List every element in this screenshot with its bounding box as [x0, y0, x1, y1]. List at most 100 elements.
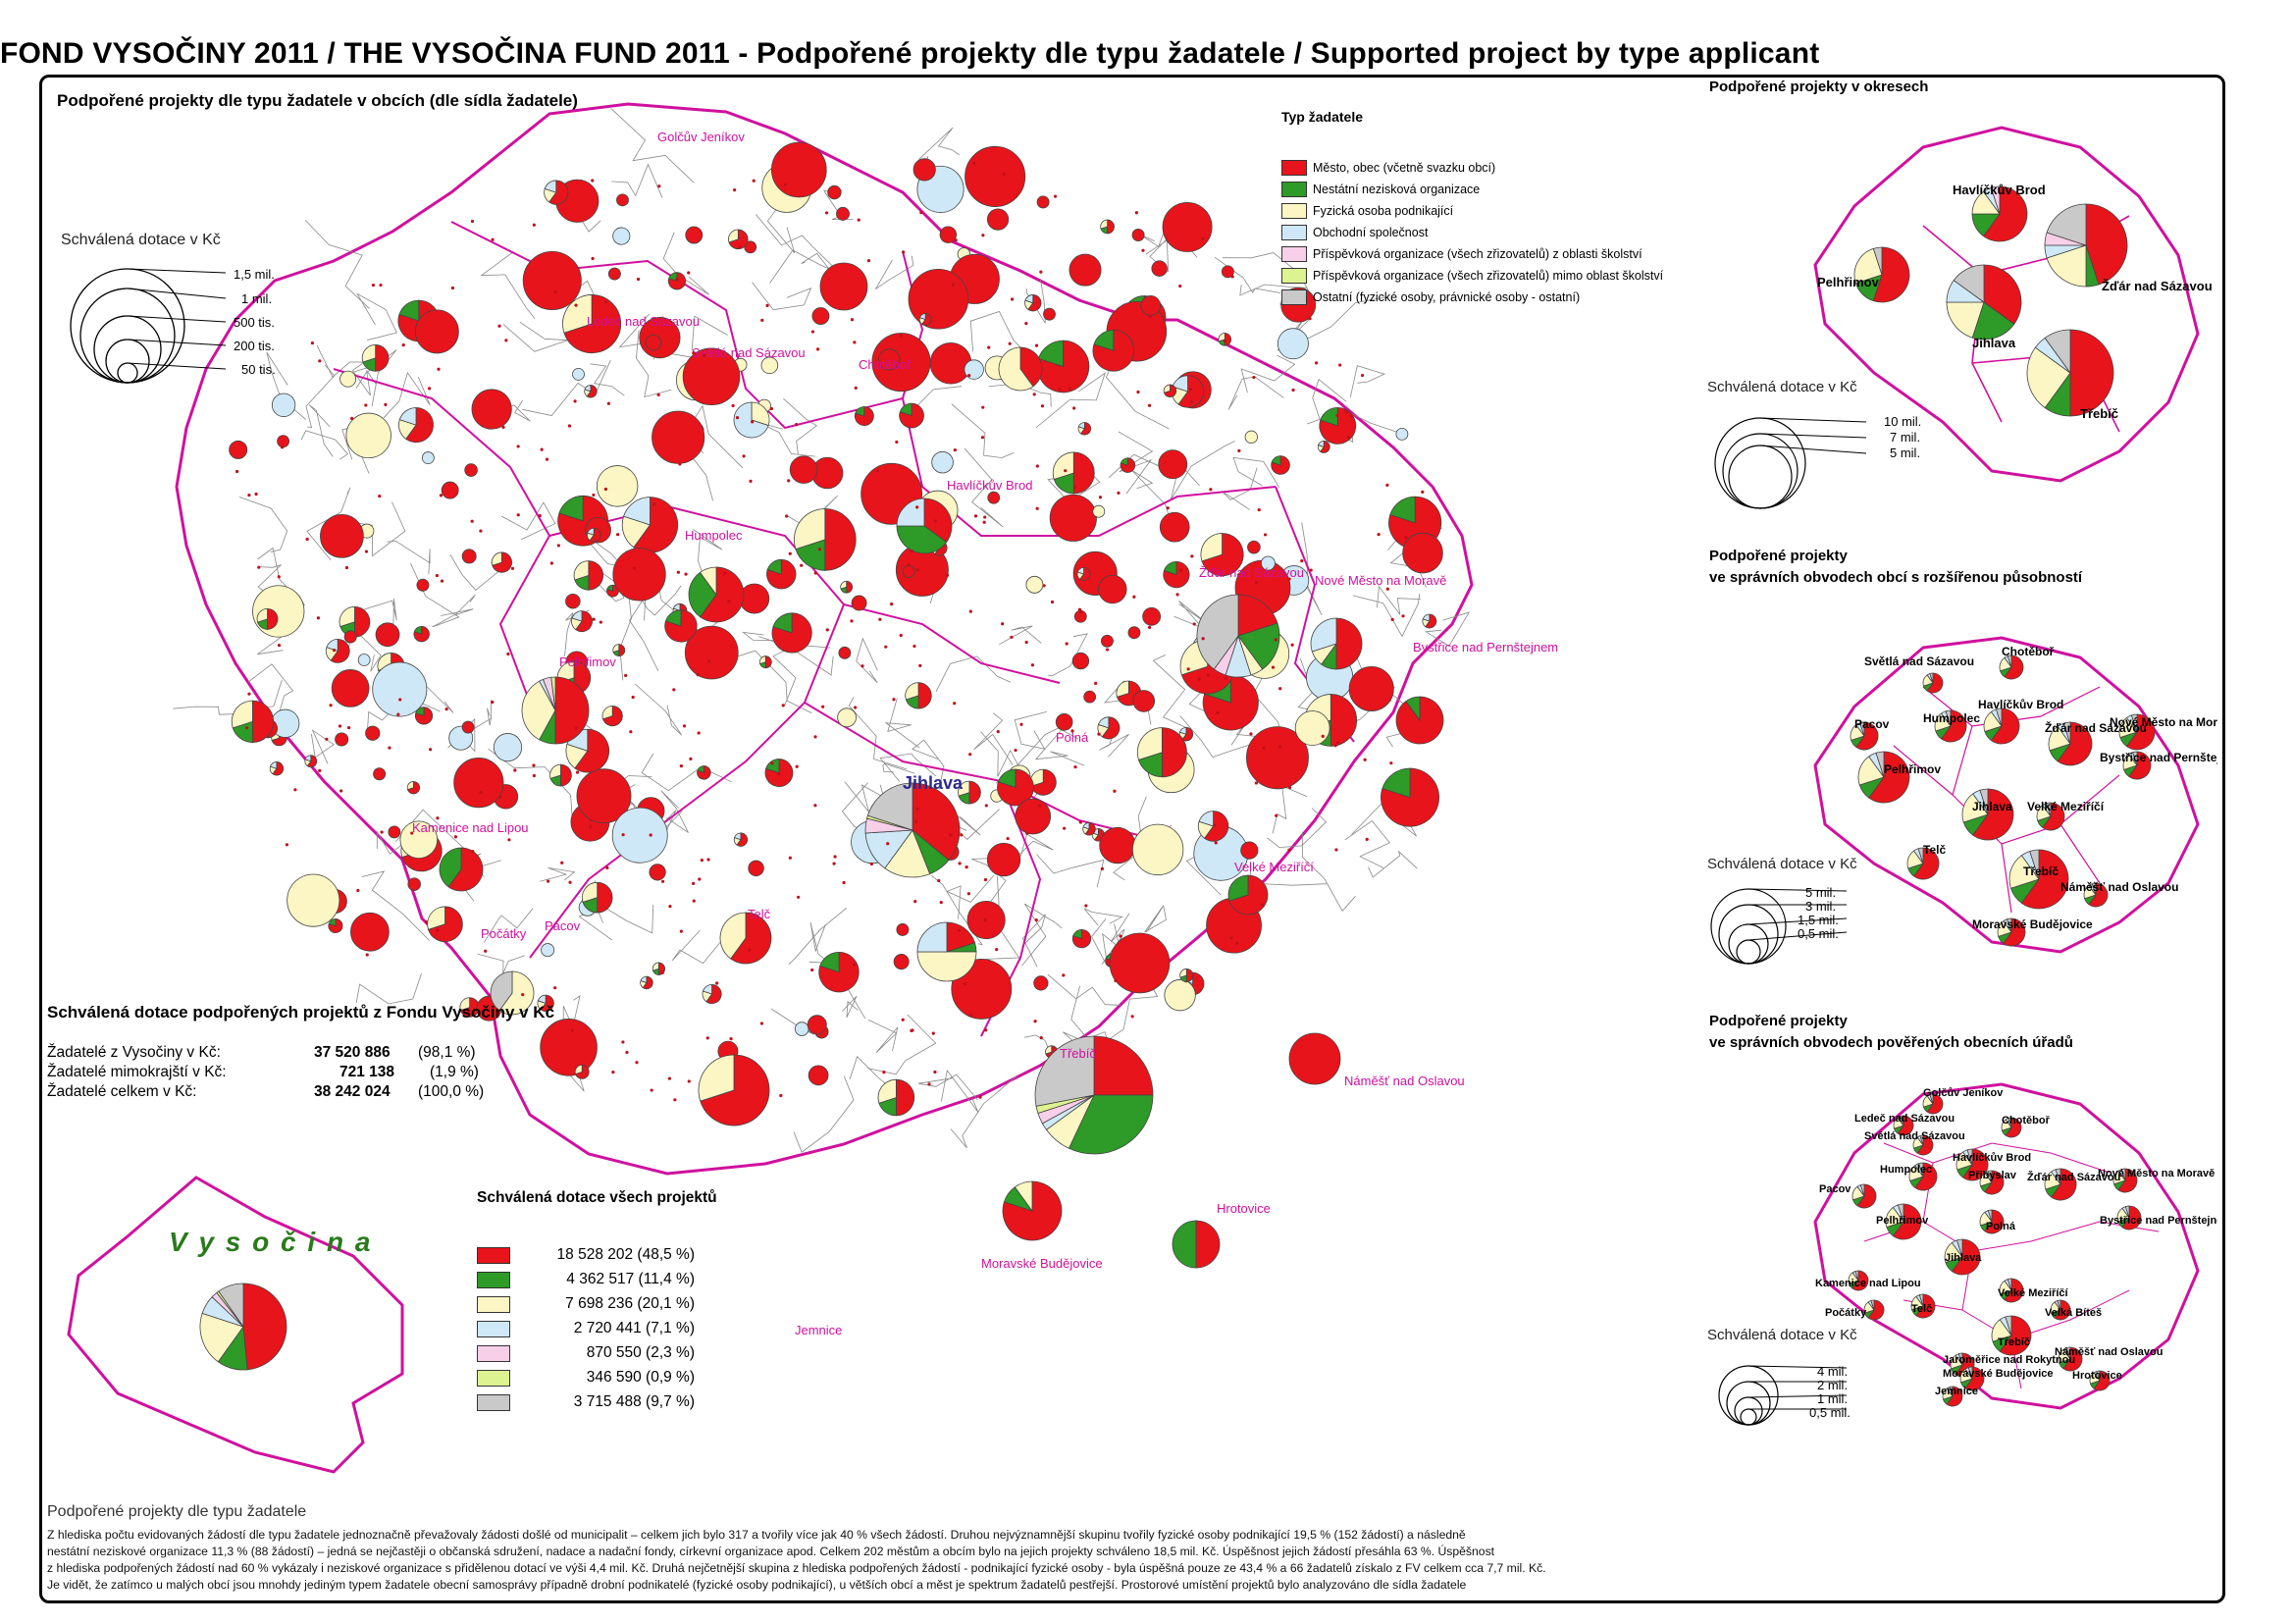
- orp-map[interactable]: Chotěboř Světlá nad Sázavou HumpolecHavlíč…: [1805, 628, 2217, 962]
- municipality-pie[interactable]: [1092, 330, 1135, 372]
- orp-pie[interactable]: [2036, 802, 2065, 831]
- municipality-pie[interactable]: [1099, 826, 1136, 864]
- municipality-pie[interactable]: [1348, 665, 1394, 711]
- municipality-pie[interactable]: [606, 584, 619, 598]
- municipality-pie[interactable]: [413, 625, 430, 643]
- municipality-pie[interactable]: [1036, 195, 1050, 209]
- municipality-pie[interactable]: [453, 758, 504, 809]
- municipality-pie[interactable]: [582, 881, 613, 914]
- orp-pie[interactable]: [1997, 917, 2026, 947]
- mor-budejovice-pie[interactable]: [1002, 1180, 1063, 1241]
- municipality-pie[interactable]: [565, 593, 581, 609]
- municipality-pie[interactable]: [1240, 841, 1259, 860]
- municipality-pie[interactable]: [893, 954, 910, 970]
- municipality-pie[interactable]: [1317, 441, 1330, 453]
- municipality-pie[interactable]: [1277, 328, 1309, 360]
- municipality-pie[interactable]: [837, 707, 857, 728]
- municipality-pie[interactable]: [986, 842, 1021, 877]
- district-pie[interactable]: [1971, 185, 2028, 242]
- municipality-pie[interactable]: [540, 1019, 598, 1076]
- municipality-pie[interactable]: [493, 733, 523, 762]
- municipality-pie[interactable]: [808, 1065, 829, 1086]
- municipality-pie[interactable]: [1131, 823, 1184, 876]
- havlickuv-brod-pie[interactable]: [896, 498, 953, 554]
- pou-pie[interactable]: [2116, 1205, 2142, 1231]
- orp-pie[interactable]: [1983, 707, 2020, 745]
- municipality-pie[interactable]: [229, 440, 248, 459]
- municipality-pie[interactable]: [343, 630, 357, 644]
- municipality-pie[interactable]: [586, 527, 601, 543]
- municipality-pie[interactable]: [544, 180, 569, 205]
- municipality-pie[interactable]: [1142, 606, 1162, 626]
- municipality-pie[interactable]: [601, 706, 623, 727]
- municipality-pie[interactable]: [565, 728, 610, 773]
- municipality-pie[interactable]: [1163, 384, 1177, 398]
- municipality-pie[interactable]: [357, 654, 371, 666]
- municipality-pie[interactable]: [1025, 575, 1044, 594]
- municipality-pie[interactable]: [1077, 422, 1092, 436]
- municipality-pie[interactable]: [407, 877, 421, 891]
- municipality-pie[interactable]: [271, 393, 296, 417]
- municipality-pie[interactable]: [1171, 375, 1205, 408]
- municipality-pie[interactable]: [877, 1078, 914, 1117]
- municipality-pie[interactable]: [649, 864, 666, 881]
- pou-pie[interactable]: [1885, 1203, 1922, 1240]
- municipality-pie[interactable]: [1381, 767, 1439, 827]
- municipality-pie[interactable]: [256, 607, 279, 630]
- municipality-pie[interactable]: [372, 661, 428, 717]
- municipality-pie[interactable]: [1097, 716, 1121, 740]
- orp-pie[interactable]: [1961, 788, 2014, 841]
- orp-pie[interactable]: [1934, 709, 1967, 743]
- municipality-pie[interactable]: [375, 622, 400, 648]
- municipality-pie[interactable]: [748, 860, 764, 877]
- pou-pie[interactable]: [1959, 1366, 1985, 1391]
- municipality-pie[interactable]: [986, 208, 1010, 231]
- municipality-pie[interactable]: [1043, 307, 1056, 321]
- pou-pie[interactable]: [1922, 1093, 1944, 1115]
- jihlava-pie[interactable]: [864, 782, 961, 878]
- humpolec-pie[interactable]: [688, 566, 745, 623]
- municipality-pie[interactable]: [1015, 798, 1052, 835]
- municipality-pie[interactable]: [827, 184, 842, 200]
- municipality-pie[interactable]: [818, 952, 860, 993]
- municipality-pie[interactable]: [1271, 455, 1290, 475]
- municipality-pie[interactable]: [838, 646, 852, 659]
- pou-pie[interactable]: [1942, 1386, 1963, 1407]
- municipality-pie[interactable]: [461, 549, 477, 564]
- municipality-pie[interactable]: [339, 370, 357, 388]
- namest-pie[interactable]: [1288, 1032, 1341, 1085]
- municipality-pie[interactable]: [771, 612, 812, 654]
- vysocina-total-pie[interactable]: [199, 1283, 287, 1371]
- municipality-pie[interactable]: [1200, 533, 1244, 577]
- municipality-pie[interactable]: [1159, 511, 1190, 543]
- municipality-pie[interactable]: [612, 644, 626, 657]
- municipality-pie[interactable]: [807, 1015, 827, 1035]
- municipality-pie[interactable]: [328, 918, 343, 933]
- municipality-pie[interactable]: [794, 508, 857, 571]
- municipality-pie[interactable]: [733, 832, 749, 847]
- orp-pie[interactable]: [1906, 847, 1940, 880]
- municipality-pie[interactable]: [908, 268, 969, 330]
- municipality-pie[interactable]: [1218, 333, 1232, 346]
- municipality-pie[interactable]: [1319, 407, 1357, 445]
- pou-pie[interactable]: [1979, 1209, 2005, 1234]
- pocatky-pie[interactable]: [490, 970, 535, 1016]
- municipality-pie[interactable]: [1100, 634, 1114, 648]
- municipality-pie[interactable]: [912, 158, 936, 182]
- municipality-pie[interactable]: [918, 313, 932, 326]
- municipality-pie[interactable]: [611, 807, 668, 864]
- municipality-pie[interactable]: [304, 755, 318, 768]
- pelhrimov-pie[interactable]: [521, 676, 590, 745]
- municipality-pie[interactable]: [1247, 540, 1261, 554]
- orp-pie[interactable]: [2048, 721, 2093, 766]
- municipality-pie[interactable]: [573, 560, 603, 591]
- municipality-pie[interactable]: [931, 450, 954, 474]
- municipality-pie[interactable]: [1049, 494, 1097, 542]
- municipality-pie[interactable]: [667, 272, 686, 290]
- orp-pie[interactable]: [2008, 849, 2069, 910]
- municipality-pie[interactable]: [421, 451, 435, 465]
- municipality-pie[interactable]: [851, 595, 867, 611]
- municipality-pie[interactable]: [1163, 561, 1190, 589]
- municipality-pie[interactable]: [652, 410, 705, 464]
- pou-map[interactable]: Golčův Jeníkov Ledeč nad Sázavou Chotěboř S…: [1805, 1074, 2217, 1428]
